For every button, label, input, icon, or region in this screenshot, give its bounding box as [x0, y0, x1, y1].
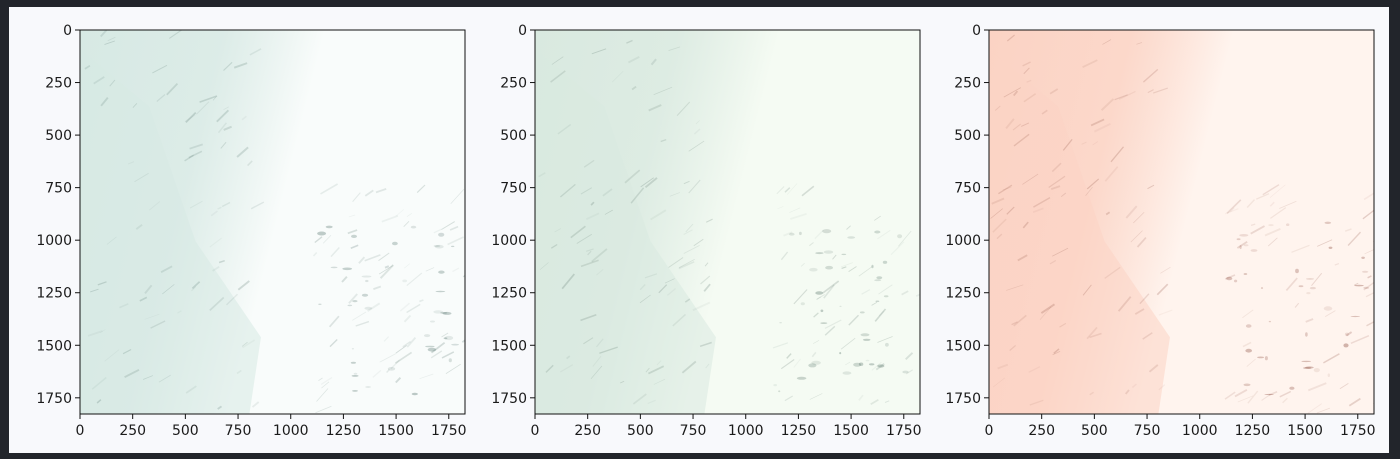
y-tick-label: 1000: [491, 233, 527, 249]
figure: 0 250 500 750 1000 1250 1500 1750 0 250 500 750 1000…: [9, 7, 1389, 453]
y-tick-label: 1500: [491, 338, 527, 354]
x-tick-label: 1250: [1235, 423, 1271, 439]
x-tick-label: 0: [531, 423, 540, 439]
y-tick-label: 0: [972, 23, 981, 39]
x-tick-label: 1250: [781, 423, 817, 439]
x-tick-label: 750: [1134, 423, 1161, 439]
y-tick-label: 1750: [945, 391, 981, 407]
y-tick-label: 250: [45, 76, 72, 92]
y-tick-label: 500: [954, 128, 981, 144]
x-tick-label: 1750: [886, 423, 922, 439]
x-tick-label: 500: [627, 423, 654, 439]
y-tick-label: 1000: [36, 233, 72, 249]
heatmap-image: [80, 30, 465, 414]
x-tick-label: 1750: [431, 423, 467, 439]
x-tick-label: 250: [574, 423, 601, 439]
y-tick-label: 1250: [491, 286, 527, 302]
y-tick-label: 500: [500, 128, 527, 144]
y-tick-label: 1250: [36, 286, 72, 302]
x-tick-label: 1250: [326, 423, 362, 439]
heatmap-image: [535, 30, 920, 414]
x-tick-label: 0: [985, 423, 994, 439]
x-tick-label: 1500: [1287, 423, 1323, 439]
y-tick-label: 1000: [945, 233, 981, 249]
x-tick-label: 500: [1081, 423, 1108, 439]
x-tick-label: 1000: [1182, 423, 1218, 439]
y-tick-label: 0: [63, 23, 72, 39]
x-tick-label: 1000: [728, 423, 764, 439]
x-tick-label: 1000: [273, 423, 309, 439]
y-tick-label: 500: [45, 128, 72, 144]
x-tick-label: 250: [119, 423, 146, 439]
x-tick-label: 250: [1028, 423, 1055, 439]
x-tick-label: 1750: [1340, 423, 1376, 439]
x-tick-label: 1500: [378, 423, 414, 439]
axes-frame: [988, 29, 1375, 415]
x-tick-label: 750: [680, 423, 707, 439]
axes-frame: [534, 29, 921, 415]
y-tick-label: 1250: [945, 286, 981, 302]
x-tick-label: 750: [225, 423, 252, 439]
y-tick-label: 250: [954, 76, 981, 92]
y-tick-label: 750: [500, 181, 527, 197]
y-tick-label: 1750: [36, 391, 72, 407]
y-tick-label: 1500: [945, 338, 981, 354]
heatmap-image: [989, 30, 1374, 414]
y-tick-label: 750: [954, 181, 981, 197]
axes-frame: [79, 29, 466, 415]
x-tick-label: 0: [76, 423, 85, 439]
x-tick-label: 500: [172, 423, 199, 439]
y-tick-label: 1500: [36, 338, 72, 354]
y-tick-label: 250: [500, 76, 527, 92]
x-tick-label: 1500: [833, 423, 869, 439]
y-tick-label: 1750: [491, 391, 527, 407]
y-tick-label: 0: [518, 23, 527, 39]
y-tick-label: 750: [45, 181, 72, 197]
